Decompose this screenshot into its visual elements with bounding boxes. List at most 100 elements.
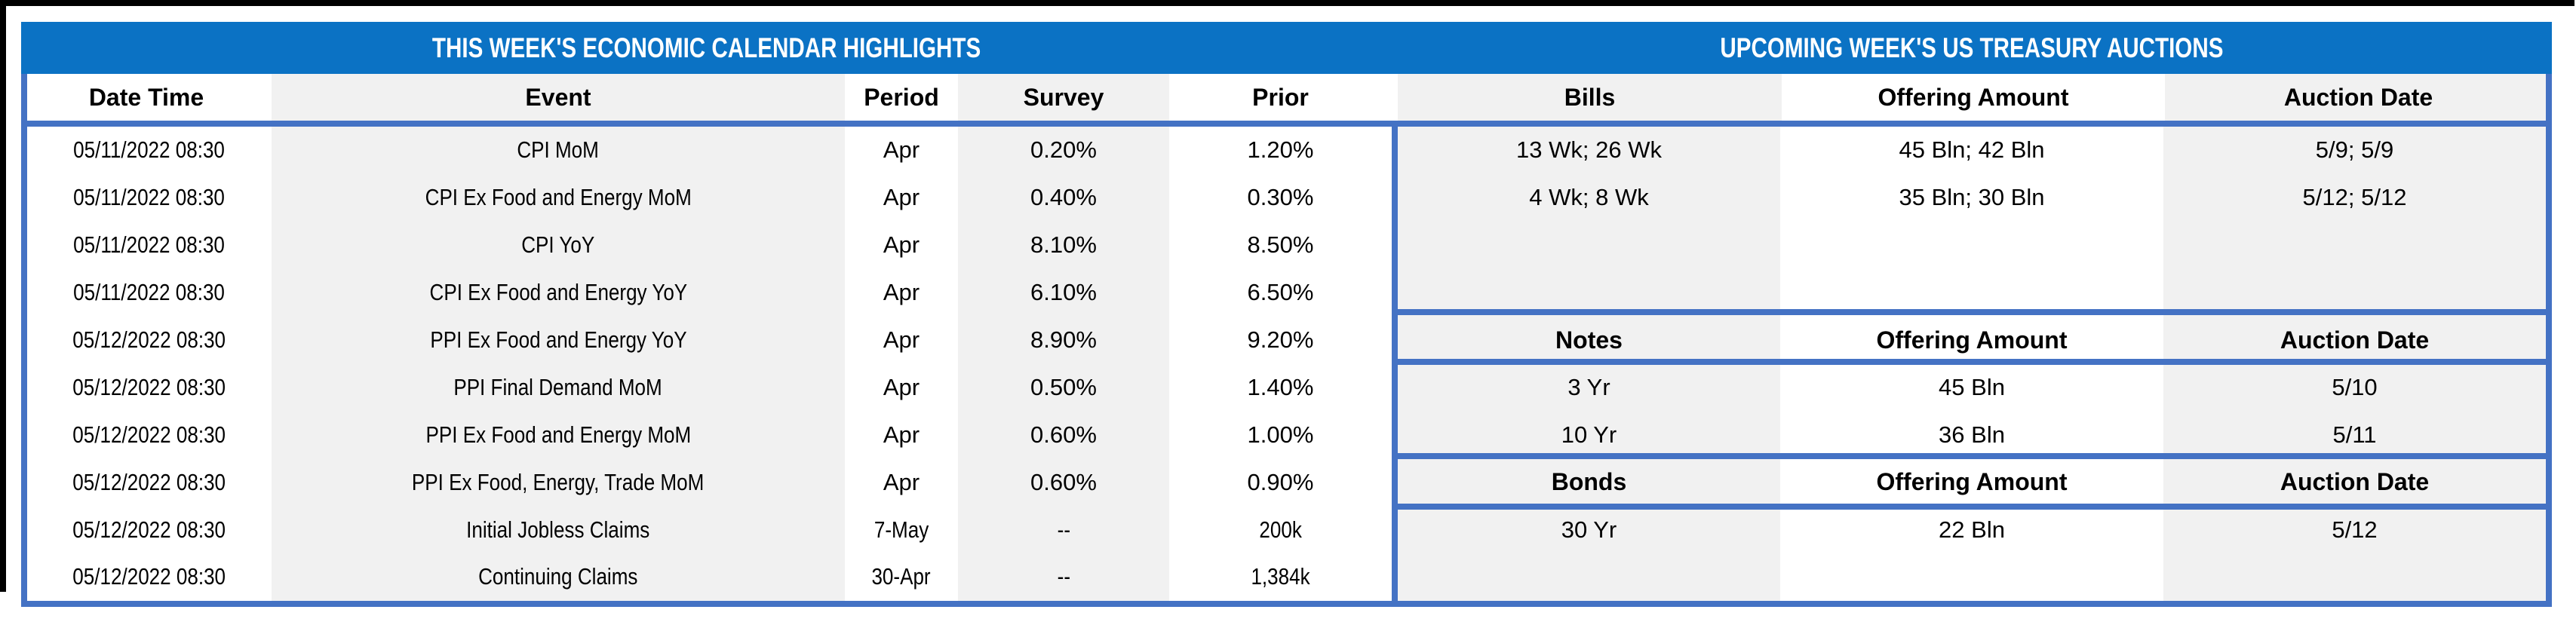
date-cell: 5/10 — [2163, 363, 2546, 412]
bonds-header-underline — [1392, 504, 2552, 510]
survey-cell: -- — [958, 506, 1169, 554]
table-row: 05/11/2022 08:30 CPI Ex Food and Energy … — [27, 268, 1392, 317]
date-cell: 5/12 — [2163, 506, 2546, 554]
date-cell — [2163, 268, 2546, 317]
header-event: Event — [272, 74, 845, 121]
frame-top-border — [0, 0, 2574, 6]
table-row: 05/12/2022 08:30 PPI Ex Food and Energy … — [27, 316, 1392, 364]
economic-calendar-table: 05/11/2022 08:30 CPI MoM Apr 0.20% 1.20%… — [27, 127, 1392, 601]
notes-header-underline — [1392, 359, 2552, 365]
event-cell: CPI YoY — [272, 221, 845, 269]
event-cell: PPI Ex Food, Energy, Trade MoM — [272, 458, 845, 507]
prior-cell: 200k — [1169, 506, 1392, 554]
amount-cell: 22 Bln — [1780, 506, 2163, 554]
survey-cell: 0.40% — [958, 173, 1169, 222]
event-cell: Continuing Claims — [272, 553, 845, 601]
survey-cell: 8.10% — [958, 221, 1169, 269]
amount-cell — [1780, 221, 2163, 269]
header-auction-date: Auction Date — [2163, 458, 2546, 507]
date-cell: 05/11/2022 08:30 — [27, 127, 272, 174]
period-cell: Apr — [845, 411, 958, 459]
header-underline — [21, 121, 2552, 127]
amount-cell — [1780, 268, 2163, 317]
survey-cell: 0.20% — [958, 127, 1169, 174]
header-prior: Prior — [1169, 74, 1392, 121]
prior-cell: 8.50% — [1169, 221, 1392, 269]
date-cell — [2163, 553, 2546, 601]
header-auction-date: Auction Date — [2165, 74, 2552, 121]
prior-cell: 6.50% — [1169, 268, 1392, 317]
security-cell — [1398, 221, 1780, 269]
date-cell: 05/12/2022 08:30 — [27, 316, 272, 364]
event-cell: CPI Ex Food and Energy MoM — [272, 173, 845, 222]
security-cell — [1398, 268, 1780, 317]
prior-cell: 1.40% — [1169, 363, 1392, 412]
header-bonds: Bonds — [1398, 458, 1780, 507]
amount-cell: 36 Bln — [1780, 411, 2163, 459]
auctions-title: UPCOMING WEEK'S US TREASURY AUCTIONS — [1720, 32, 2224, 63]
event-cell: Initial Jobless Claims — [272, 506, 845, 554]
header-offering-amount: Offering Amount — [1780, 316, 2163, 364]
prior-cell: 1.00% — [1169, 411, 1392, 459]
header-auction-date: Auction Date — [2163, 316, 2546, 364]
period-cell: Apr — [845, 363, 958, 412]
table-row: 10 Yr 36 Bln 5/11 — [1398, 411, 2546, 459]
period-cell: Apr — [845, 458, 958, 507]
section-header-row: Notes Offering Amount Auction Date — [1398, 316, 2546, 364]
period-cell: Apr — [845, 221, 958, 269]
header-gap — [1392, 74, 1398, 121]
period-cell: Apr — [845, 173, 958, 222]
table-bottom-border — [21, 601, 2552, 607]
date-cell: 5/9; 5/9 — [2163, 127, 2546, 174]
date-cell: 05/12/2022 08:30 — [27, 363, 272, 412]
amount-cell: 45 Bln; 42 Bln — [1780, 127, 2163, 174]
header-period: Period — [845, 74, 958, 121]
period-cell: Apr — [845, 127, 958, 174]
bills-section-divider — [1392, 309, 2552, 315]
table-row: 05/12/2022 08:30 Initial Jobless Claims … — [27, 506, 1392, 554]
prior-cell: 1.20% — [1169, 127, 1392, 174]
survey-cell: 8.90% — [958, 316, 1169, 364]
table-row: 05/11/2022 08:30 CPI YoY Apr 8.10% 8.50% — [27, 221, 1392, 269]
date-cell: 05/12/2022 08:30 — [27, 458, 272, 507]
table-row: 05/12/2022 08:30 Continuing Claims 30-Ap… — [27, 553, 1392, 601]
survey-cell: 0.60% — [958, 411, 1169, 459]
amount-cell — [1780, 553, 2163, 601]
survey-cell: 6.10% — [958, 268, 1169, 317]
period-cell: 7-May — [845, 506, 958, 554]
survey-cell: -- — [958, 553, 1169, 601]
table-row-empty — [1398, 221, 2546, 269]
section-header-row: Bonds Offering Amount Auction Date — [1398, 458, 2546, 507]
amount-cell: 45 Bln — [1780, 363, 2163, 412]
security-cell — [1398, 553, 1780, 601]
table-row: 05/12/2022 08:30 PPI Ex Food and Energy … — [27, 411, 1392, 459]
column-header-row: Date Time Event Period Survey Prior Bill… — [21, 74, 2552, 121]
table-row: 05/11/2022 08:30 CPI MoM Apr 0.20% 1.20% — [27, 127, 1392, 174]
date-cell: 05/12/2022 08:30 — [27, 553, 272, 601]
date-cell: 05/11/2022 08:30 — [27, 221, 272, 269]
prior-cell: 0.30% — [1169, 173, 1392, 222]
treasury-auctions-table: 13 Wk; 26 Wk 45 Bln; 42 Bln 5/9; 5/9 4 W… — [1398, 127, 2546, 601]
notes-section-divider — [1392, 453, 2552, 459]
frame-left-border — [0, 0, 6, 592]
date-cell — [2163, 221, 2546, 269]
survey-cell: 0.50% — [958, 363, 1169, 412]
date-cell: 05/12/2022 08:30 — [27, 411, 272, 459]
header-date-time: Date Time — [21, 74, 272, 121]
table-row: 05/12/2022 08:30 PPI Final Demand MoM Ap… — [27, 363, 1392, 412]
title-banner: THIS WEEK'S ECONOMIC CALENDAR HIGHLIGHTS… — [21, 22, 2552, 74]
table-row-empty — [1398, 553, 2546, 601]
calendar-title: THIS WEEK'S ECONOMIC CALENDAR HIGHLIGHTS — [431, 32, 981, 63]
header-notes: Notes — [1398, 316, 1780, 364]
event-cell: PPI Ex Food and Energy MoM — [272, 411, 845, 459]
right-table-right-border — [2546, 74, 2552, 607]
security-cell: 10 Yr — [1398, 411, 1780, 459]
security-cell: 13 Wk; 26 Wk — [1398, 127, 1780, 174]
header-survey: Survey — [958, 74, 1169, 121]
security-cell: 30 Yr — [1398, 506, 1780, 554]
period-cell: Apr — [845, 316, 958, 364]
date-cell: 05/11/2022 08:30 — [27, 268, 272, 317]
date-cell: 05/12/2022 08:30 — [27, 506, 272, 554]
prior-cell: 9.20% — [1169, 316, 1392, 364]
